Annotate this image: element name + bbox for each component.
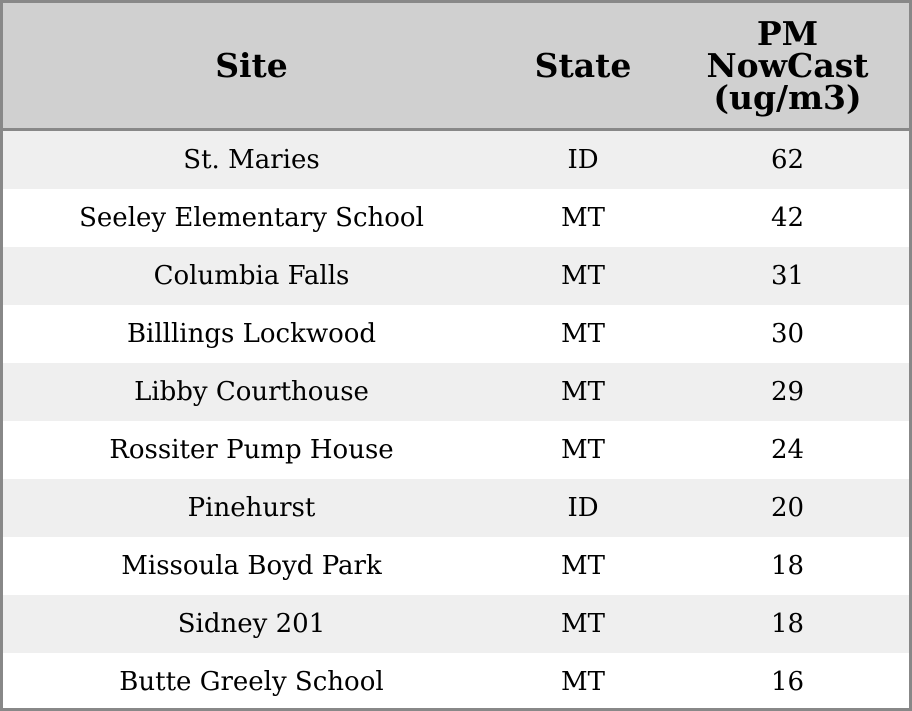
table-cell: Columbia Falls — [3, 247, 500, 305]
header-cell: Site — [3, 3, 500, 131]
header-text: PM NowCast (ug/m3) — [706, 13, 869, 117]
table-cell: MT — [500, 247, 666, 305]
table-cell: Sidney 201 — [3, 595, 500, 653]
table-cell: Libby Courthouse — [3, 363, 500, 421]
table-cell: 42 — [666, 189, 909, 247]
table-cell: Billlings Lockwood — [3, 305, 500, 363]
table-row: Rossiter Pump House MT 24 — [3, 421, 909, 479]
data-table: Site State PM NowCast (ug/m3) St. Maries… — [3, 3, 909, 708]
table-cell: 29 — [666, 363, 909, 421]
table-cell: 18 — [666, 537, 909, 595]
table-header: Site State PM NowCast (ug/m3) — [3, 3, 909, 131]
table-cell: 16 — [666, 653, 909, 708]
table-row: Billlings Lockwood MT 30 — [3, 305, 909, 363]
table-cell: Seeley Elementary School — [3, 189, 500, 247]
table-row: Butte Greely School MT 16 — [3, 653, 909, 708]
table-cell: MT — [500, 363, 666, 421]
table-row: Missoula Boyd Park MT 18 — [3, 537, 909, 595]
header-cell: State — [500, 3, 666, 131]
table-body: St. Maries ID 62 Seeley Elementary School MT… — [3, 129, 909, 708]
table-row: Seeley Elementary School MT 42 — [3, 189, 909, 247]
table-row: Columbia Falls MT 31 — [3, 247, 909, 305]
table-cell: MT — [500, 595, 666, 653]
table-cell: MT — [500, 421, 666, 479]
table-row: Libby Courthouse MT 29 — [3, 363, 909, 421]
table-row: Pinehurst ID 20 — [3, 479, 909, 537]
header-text: State — [534, 45, 632, 85]
table-cell: 30 — [666, 305, 909, 363]
table-cell: 24 — [666, 421, 909, 479]
header-text: Site — [215, 45, 288, 85]
table-cell: 31 — [666, 247, 909, 305]
table-cell: MT — [500, 653, 666, 708]
table-cell: 62 — [666, 129, 909, 189]
table-cell: 18 — [666, 595, 909, 653]
header-cell: PM NowCast (ug/m3) — [666, 3, 909, 131]
table-row: Sidney 201 MT 18 — [3, 595, 909, 653]
table-cell: ID — [500, 479, 666, 537]
table-cell: St. Maries — [3, 129, 500, 189]
table-cell: 20 — [666, 479, 909, 537]
table-row: St. Maries ID 62 — [3, 129, 909, 189]
table-cell: Pinehurst — [3, 479, 500, 537]
table-cell: Missoula Boyd Park — [3, 537, 500, 595]
table-cell: ID — [500, 129, 666, 189]
table-cell: MT — [500, 189, 666, 247]
table-cell: Butte Greely School — [3, 653, 500, 708]
table-cell: MT — [500, 305, 666, 363]
table-cell: Rossiter Pump House — [3, 421, 500, 479]
table-cell: MT — [500, 537, 666, 595]
header-row: Site State PM NowCast (ug/m3) — [3, 3, 909, 131]
